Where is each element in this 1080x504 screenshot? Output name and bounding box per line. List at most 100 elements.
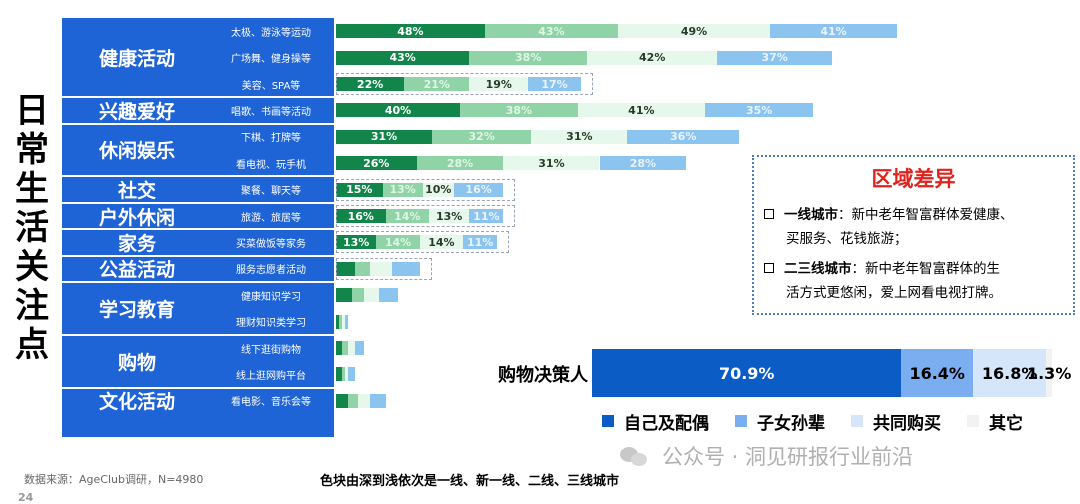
- bar-segment: [342, 341, 349, 355]
- bar-segment: 43%: [484, 24, 619, 39]
- bar-segment: [345, 367, 349, 382]
- region-text: ：新中老年智富群体的生: [851, 261, 1001, 277]
- region-city: 一线城市: [784, 207, 838, 223]
- vertical-title: 日常生活关注点: [10, 92, 54, 365]
- region-text-cont: 活方式更悠闲，爱上网看电视打牌。: [786, 285, 1002, 301]
- checkbox-square-icon: [764, 263, 774, 273]
- subcategory-label: 线上逛网购平台: [236, 370, 306, 382]
- subcategory-label: 唱歌、书画等活动: [231, 106, 311, 118]
- category-label: 健康活动: [98, 48, 175, 71]
- bar-segment: [363, 288, 380, 303]
- legend-label: 子女孙辈: [757, 413, 825, 434]
- decision-maker-bar: 70.9% 16.4% 16.8% 1.3%: [592, 349, 1071, 397]
- bar-segment: [336, 288, 352, 303]
- bar-segment: [342, 314, 346, 329]
- category-label: 学习教育: [98, 298, 175, 321]
- watermark: 公众号 · 洞见研报行业前沿: [620, 441, 913, 471]
- bar-segment: 43%: [336, 50, 470, 65]
- bar-segment: [379, 288, 398, 303]
- decision-maker-legend: 自己及配偶 子女孙辈 共同购买 其它: [602, 408, 1072, 434]
- bar-segment: [354, 341, 364, 355]
- legend-item: 共同购买: [851, 409, 941, 434]
- category-divider: [62, 333, 334, 336]
- row-frame: [336, 178, 516, 201]
- bar-segment: 19%: [469, 77, 529, 91]
- bar-segment: [336, 261, 355, 276]
- bar-segment: [370, 393, 386, 408]
- decision-maker-segment: 1.3%: [1027, 349, 1071, 397]
- region-text: ：新中老年智富群体爱健康、: [838, 207, 1014, 223]
- bar-segment: 37%: [717, 50, 832, 65]
- category-label: 休闲娱乐: [98, 140, 175, 163]
- bar-segment: [357, 393, 371, 408]
- category-divider: [62, 228, 334, 231]
- bar-segment: [339, 314, 343, 329]
- vertical-title-char: 常: [15, 130, 49, 170]
- bar-segment: [342, 367, 346, 382]
- region-difference-box: 区域差异 一线城市：新中老年智富群体爱健康、 买服务、花钱旅游； 二三线城市：新…: [752, 155, 1075, 315]
- bar-segment: [370, 261, 392, 276]
- bar-segment: 31%: [336, 129, 433, 144]
- bar-segment: 28%: [416, 156, 504, 171]
- legend-swatch: [967, 415, 979, 427]
- category-label: 兴趣爱好: [98, 100, 175, 123]
- vertical-title-char: 点: [15, 325, 49, 365]
- bar-segment: [351, 288, 364, 303]
- row-frame: [336, 257, 432, 280]
- category-divider: [62, 122, 334, 125]
- vertical-title-char: 活: [15, 208, 49, 248]
- legend-swatch: [735, 415, 747, 427]
- bar-segment: 42%: [587, 50, 718, 65]
- legend-item: 子女孙辈: [735, 409, 825, 434]
- bar-segment: 38%: [469, 50, 588, 65]
- bar-segment: 22%: [336, 77, 405, 91]
- decision-maker-segment: 16.4%: [901, 349, 973, 397]
- subcategory-label: 广场舞、健身操等: [231, 54, 311, 66]
- row-frame: [336, 73, 593, 95]
- subcategory-label: 买菜做饭等家务: [236, 238, 306, 250]
- category-divider: [62, 96, 334, 99]
- decision-maker-segment: 16.8%: [973, 349, 1047, 397]
- data-source: 数据来源：AgeClub调研，N=4980: [24, 473, 204, 486]
- region-item-tier23: 二三线城市：新中老年智富群体的生 活方式更悠闲，爱上网看电视打牌。: [764, 257, 1064, 305]
- legend-swatch: [851, 415, 863, 427]
- vertical-title-char: 生: [15, 169, 49, 209]
- bar-segment: 13%: [336, 235, 377, 250]
- bar-segment: 14%: [376, 235, 420, 250]
- category-label: 文化活动: [98, 391, 175, 414]
- decision-maker-segment: 70.9%: [592, 349, 902, 397]
- bar-segment: 28%: [599, 156, 687, 171]
- subcategory-label: 下棋、打牌等: [241, 133, 301, 145]
- bar-segment: 16%: [336, 209, 386, 223]
- category-label: 公益活动: [98, 259, 175, 282]
- legend-item: 自己及配偶: [602, 409, 709, 434]
- vertical-title-char: 日: [15, 91, 49, 131]
- bar-segment: [336, 341, 343, 355]
- bar-segment: 14%: [385, 209, 429, 223]
- bar-segment: 14%: [419, 235, 464, 250]
- category-divider: [62, 386, 334, 389]
- category-divider: [62, 254, 334, 257]
- watermark-text: 公众号 · 洞见研报行业前沿: [662, 445, 914, 469]
- legend-label: 自己及配偶: [624, 413, 709, 434]
- category-label: 社交: [117, 180, 156, 203]
- subcategory-label: 看电视、玩手机: [236, 159, 306, 171]
- checkbox-square-icon: [764, 209, 774, 219]
- bar-segment: 26%: [336, 156, 417, 171]
- category-divider: [62, 201, 334, 204]
- subcategory-label: 线下逛街购物: [241, 344, 301, 356]
- category-label: 购物: [117, 351, 156, 374]
- bar-segment: 48%: [336, 24, 485, 39]
- bar-segment: 11%: [463, 235, 498, 250]
- subcategory-label: 聚餐、聊天等: [241, 186, 301, 198]
- bar-segment: [336, 367, 343, 382]
- bar-segment: 13%: [429, 209, 470, 223]
- bar-segment: [345, 314, 349, 329]
- page-number: 24: [18, 491, 34, 504]
- bar-segment: [348, 341, 355, 355]
- bar-segment: 38%: [460, 103, 578, 118]
- category-divider: [62, 175, 334, 178]
- row-frame: [336, 231, 510, 254]
- bar-segment: 31%: [531, 129, 628, 144]
- legend-label: 共同购买: [873, 413, 941, 434]
